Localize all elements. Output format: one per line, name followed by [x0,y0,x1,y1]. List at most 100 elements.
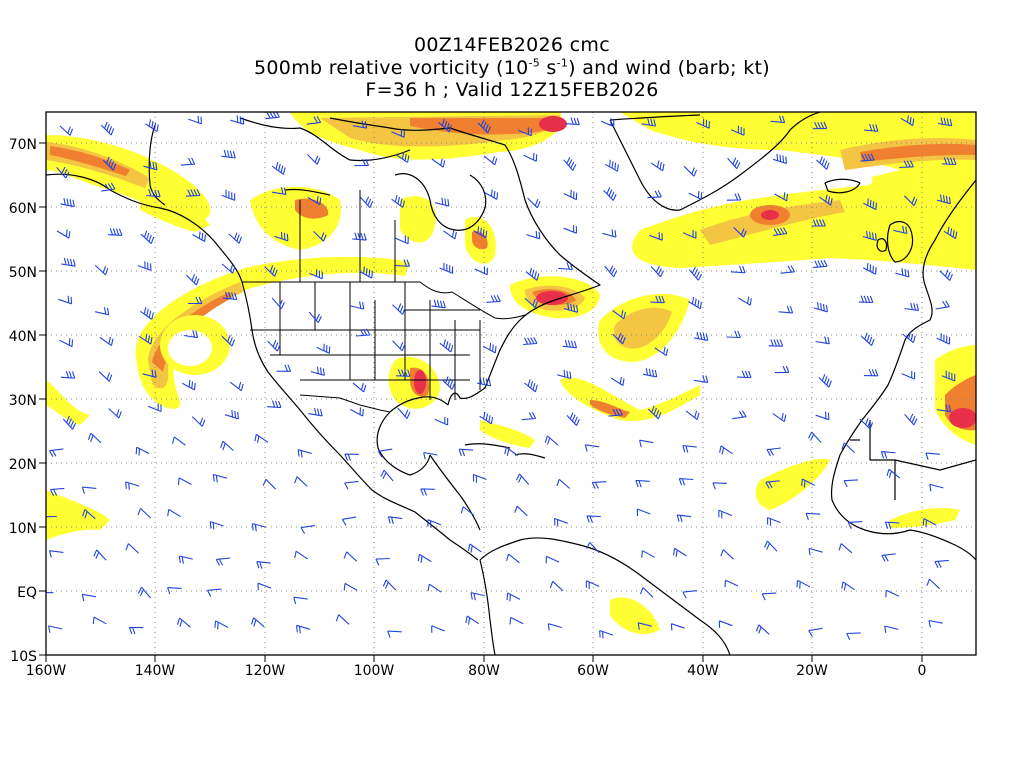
wind-barb [650,265,664,278]
wind-barb [544,435,559,446]
wind-barb [98,371,113,382]
wind-barb [254,433,269,444]
wind-barb [214,620,229,630]
wind-barb [524,379,538,393]
wind-barb [860,332,875,347]
vorticity-area [860,143,976,162]
wind-barb [650,295,665,304]
wind-barb [138,333,153,345]
wind-barb [612,310,627,320]
wind-barb [395,235,409,245]
wind-barb [145,119,159,132]
wind-barb [483,155,498,166]
wind-barb [772,412,787,423]
vorticity-area [890,508,960,528]
wind-barb [773,153,788,165]
wind-barb [943,226,958,240]
wind-barb [61,257,76,267]
wind-barb [221,149,236,159]
vorticity-area [610,597,660,635]
wind-barb [267,339,281,352]
wind-barb [766,517,781,526]
border-us-mexico [299,394,391,413]
wind-barb [387,516,403,525]
vorticity-shading [46,112,976,635]
title-line-3: F=36 h ; Valid 12Z15FEB2026 [365,79,659,101]
graticule [46,112,976,655]
vorticity-area [761,210,779,220]
wind-barb [682,590,697,599]
wind-barb [99,336,114,347]
wind-barb [352,382,367,393]
coastline-north-america-west [46,173,479,561]
wind-barb [526,230,541,240]
wind-barb [863,198,877,211]
wind-barb [56,166,70,179]
x-tick-label: 80W [468,663,500,679]
wind-barb [642,368,658,378]
wind-barb [585,580,600,590]
wind-barb [773,227,788,236]
wind-barb [128,626,144,635]
coastline-south-america [479,537,731,655]
wind-barb [862,230,877,241]
wind-barb [395,259,411,267]
wind-barb [509,616,524,625]
wind-barb [843,479,859,488]
wind-barb [670,623,685,631]
wind-barb [58,295,73,305]
wind-barb [604,265,618,278]
wind-barb [306,116,322,125]
wind-barb [732,410,747,420]
wind-barb [344,480,359,490]
coastline-europe [839,179,976,456]
y-tick-label: 10N [9,521,37,537]
wind-barb [549,580,564,592]
wind-barb [435,197,450,207]
wind-barb [602,229,617,238]
wind-barb [641,550,655,558]
vorticity-area [949,408,976,428]
wind-barb [441,376,456,390]
wind-barb [860,153,875,162]
wind-barb [693,331,709,341]
wind-barb [417,553,432,563]
wind-barb [637,622,652,630]
wind-barb [434,416,449,426]
wind-barb [387,630,402,638]
vorticity-area [414,370,426,394]
coastline-south-america [479,559,496,655]
wind-barb [188,115,202,125]
wind-barb [733,227,747,238]
wind-barb [215,557,231,566]
wind-barb [545,555,560,564]
wind-barb [178,555,193,564]
border-us-canada [242,281,526,320]
wind-barb [274,231,289,242]
wind-barb [730,125,745,136]
wind-barb [936,333,951,345]
wind-barb [563,189,578,201]
wind-barb [477,119,491,134]
wind-barb [863,123,879,132]
wind-barb [726,330,741,339]
wind-barb [880,451,896,459]
coastline-north-america-east [447,144,601,406]
vorticity-area [46,380,90,425]
wind-barb [137,508,151,519]
wind-barb [185,188,201,197]
wind-barb [222,291,238,301]
wind-barb [264,265,278,277]
wind-barb [146,189,161,198]
wind-barb [300,525,315,534]
wind-barb [591,481,607,489]
wind-barb [649,232,663,241]
wind-barb [59,125,74,136]
wind-barb [142,369,157,378]
x-tick-label: 0 [918,663,927,679]
wind-barb [257,582,272,591]
vorticity-area [400,196,436,243]
wind-barb [566,412,580,426]
coastline-arctic-islands [284,188,331,196]
wind-barb [899,160,914,169]
